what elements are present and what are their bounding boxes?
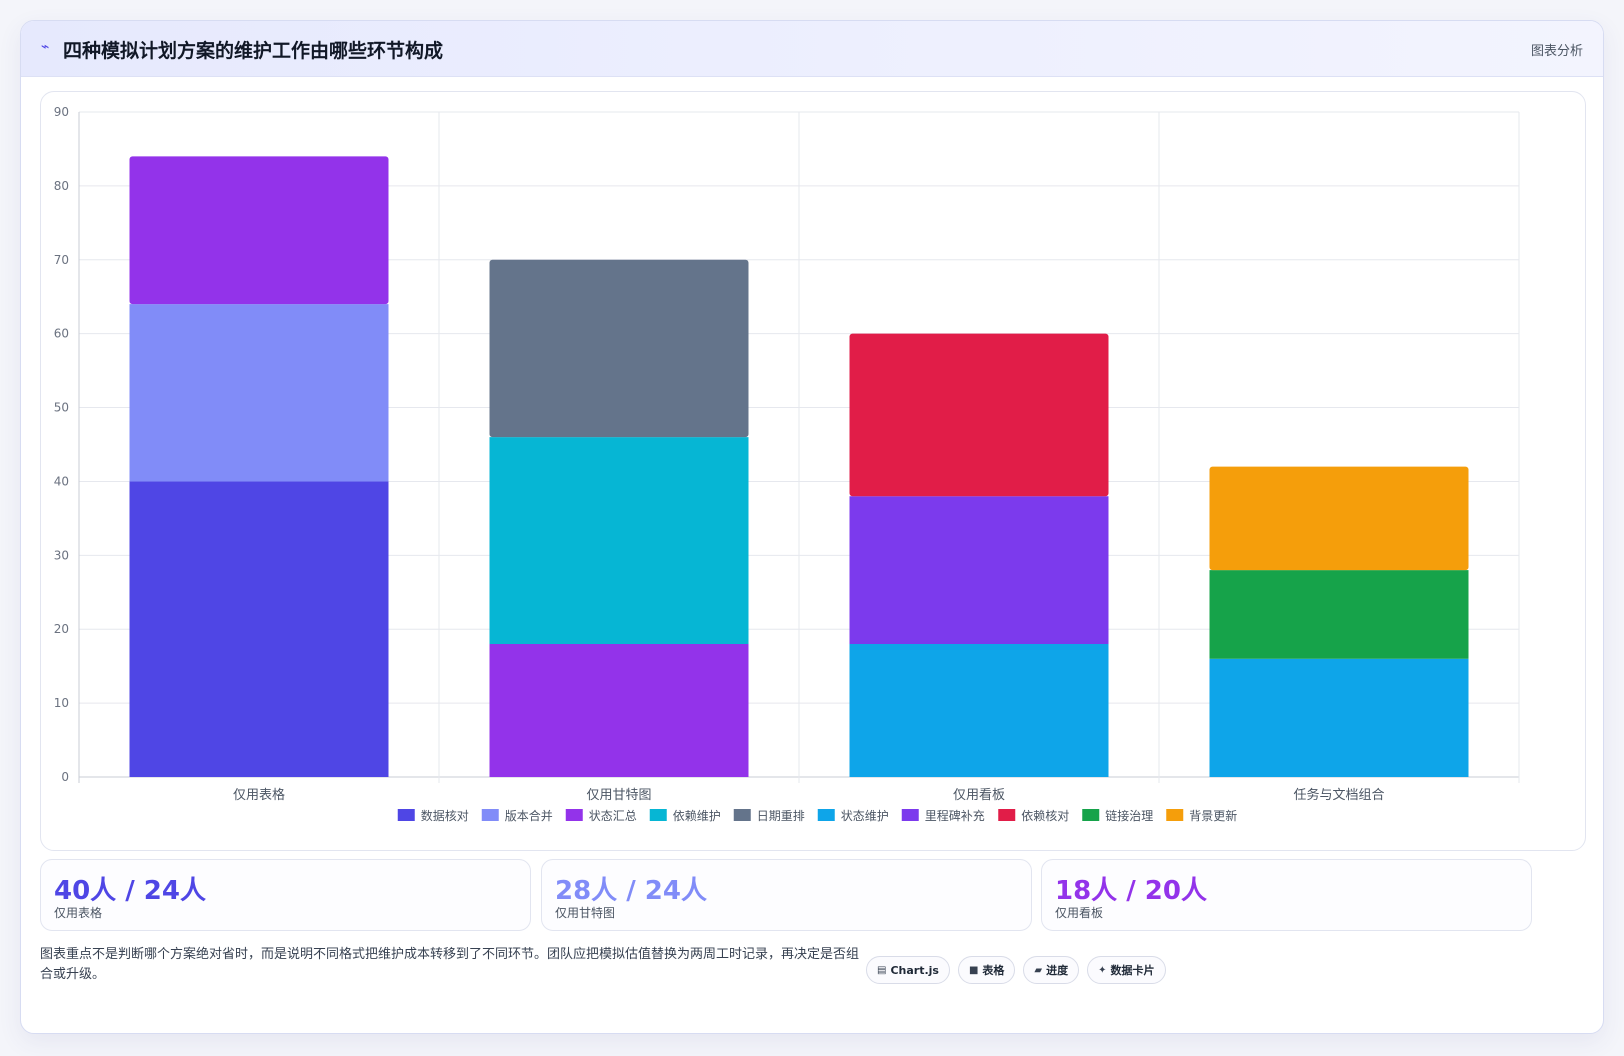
y-tick-label: 0	[61, 770, 69, 784]
legend-swatch	[901, 809, 919, 821]
legend-swatch	[397, 809, 415, 821]
x-tick-label: 仅用表格	[233, 787, 285, 803]
legend-label: 依赖核对	[1021, 808, 1069, 823]
bar-segment	[489, 644, 749, 777]
legend-swatch	[649, 809, 667, 821]
bar-segment	[1209, 570, 1469, 659]
legend-label: 状态汇总	[589, 809, 637, 823]
sparkle-icon: ✦	[1098, 964, 1107, 976]
legend-swatch	[817, 809, 835, 821]
bar-segment	[489, 259, 749, 438]
legend-label: 里程碑补充	[925, 808, 985, 823]
chip-label: Chart.js	[890, 963, 939, 977]
y-tick-label: 50	[54, 401, 69, 415]
chip-label: 数据卡片	[1110, 964, 1155, 977]
bar-segment	[1209, 658, 1469, 777]
legend-swatch	[565, 809, 583, 821]
x-tick-label: 仅用看板	[953, 787, 1005, 803]
chip-progress[interactable]: ▰ 进度	[1023, 956, 1080, 984]
legend-label: 版本合并	[505, 808, 553, 823]
chip-table[interactable]: ■ 表格	[957, 956, 1016, 984]
kpi-value: 40人 / 24人	[54, 876, 206, 906]
legend-swatch	[1082, 809, 1100, 821]
legend-label: 数据核对	[421, 808, 469, 823]
card-header: ⌁ 四种模拟计划方案的维护工作由哪些环节构成 图表分析	[21, 21, 1603, 77]
chip-label: 表格	[982, 964, 1005, 977]
y-tick-label: 90	[54, 105, 69, 119]
footnote: 图表重点不是判断哪个方案绝对省时，而是说明不同格式把维护成本转移到了不同环节。团…	[40, 947, 860, 982]
table-icon: ■	[968, 964, 979, 976]
kpi-card-kanban: 18人 / 20人 仅用看板	[1041, 859, 1532, 931]
legend-swatch	[998, 809, 1016, 821]
stacked-bar-chart: 0 10 20 30 40 50 60 70 80 90 仅用表格 仅用甘特图 仅用看板 任务与文档组合数…	[54, 105, 1520, 823]
y-tick-label: 30	[54, 548, 69, 562]
legend-label: 日期重排	[757, 809, 805, 823]
y-tick-label: 80	[54, 179, 69, 193]
chip-label: 进度	[1046, 964, 1069, 977]
bar-segment	[129, 304, 389, 482]
legend-label: 背景更新	[1189, 808, 1237, 823]
chart-icon: ▤	[877, 964, 887, 976]
bar-segment	[849, 333, 1109, 497]
chart-title: 四种模拟计划方案的维护工作由哪些环节构成	[63, 40, 444, 62]
kpi-label: 仅用看板	[1055, 906, 1104, 920]
legend-label: 链接治理	[1105, 808, 1153, 823]
chip-chartjs[interactable]: ▤ Chart.js	[866, 956, 950, 984]
y-tick-label: 40	[54, 474, 69, 488]
chip-data-cards[interactable]: ✦ 数据卡片	[1087, 956, 1166, 984]
legend-swatch	[1166, 809, 1184, 821]
kpi-label: 仅用表格	[54, 906, 103, 920]
x-tick-label: 任务与文档组合	[1293, 787, 1384, 803]
legend-swatch	[481, 809, 499, 821]
y-tick-label: 60	[54, 327, 69, 341]
kpi-label: 仅用甘特图	[555, 906, 616, 920]
legend-swatch	[733, 809, 751, 821]
bar-segment	[489, 437, 749, 644]
bar-segment	[849, 496, 1109, 644]
kpi-value: 18人 / 20人	[1055, 876, 1207, 906]
chart-container: 0 10 20 30 40 50 60 70 80 90 仅用表格 仅用甘特图 仅用看板 任务与文档组合数…	[40, 91, 1586, 851]
chart-card: ⌁ 四种模拟计划方案的维护工作由哪些环节构成 图表分析 0 10 20 30 40 50 6…	[20, 20, 1604, 1034]
progress-icon: ▰	[1034, 964, 1043, 976]
legend-label: 状态维护	[841, 809, 889, 823]
y-tick-label: 10	[54, 696, 69, 710]
pulse-icon: ⌁	[41, 39, 50, 55]
bar-segment	[849, 644, 1109, 777]
bar-segment	[129, 156, 389, 305]
y-tick-label: 20	[54, 622, 69, 636]
x-tick-label: 仅用甘特图	[586, 788, 651, 803]
bar-segment	[129, 481, 389, 777]
y-tick-label: 70	[54, 253, 69, 267]
bar-segment	[1209, 466, 1469, 571]
kpi-card-gantt: 28人 / 24人 仅用甘特图	[541, 859, 1032, 931]
tool-chips: ▤ Chart.js ■ 表格 ▰ 进度 ✦ 数据卡片	[866, 956, 1166, 984]
kpi-card-table: 40人 / 24人 仅用表格	[40, 859, 531, 931]
header-tag: 图表分析	[1530, 44, 1583, 59]
legend-label: 依赖维护	[673, 808, 721, 823]
kpi-value: 28人 / 24人	[555, 876, 707, 906]
